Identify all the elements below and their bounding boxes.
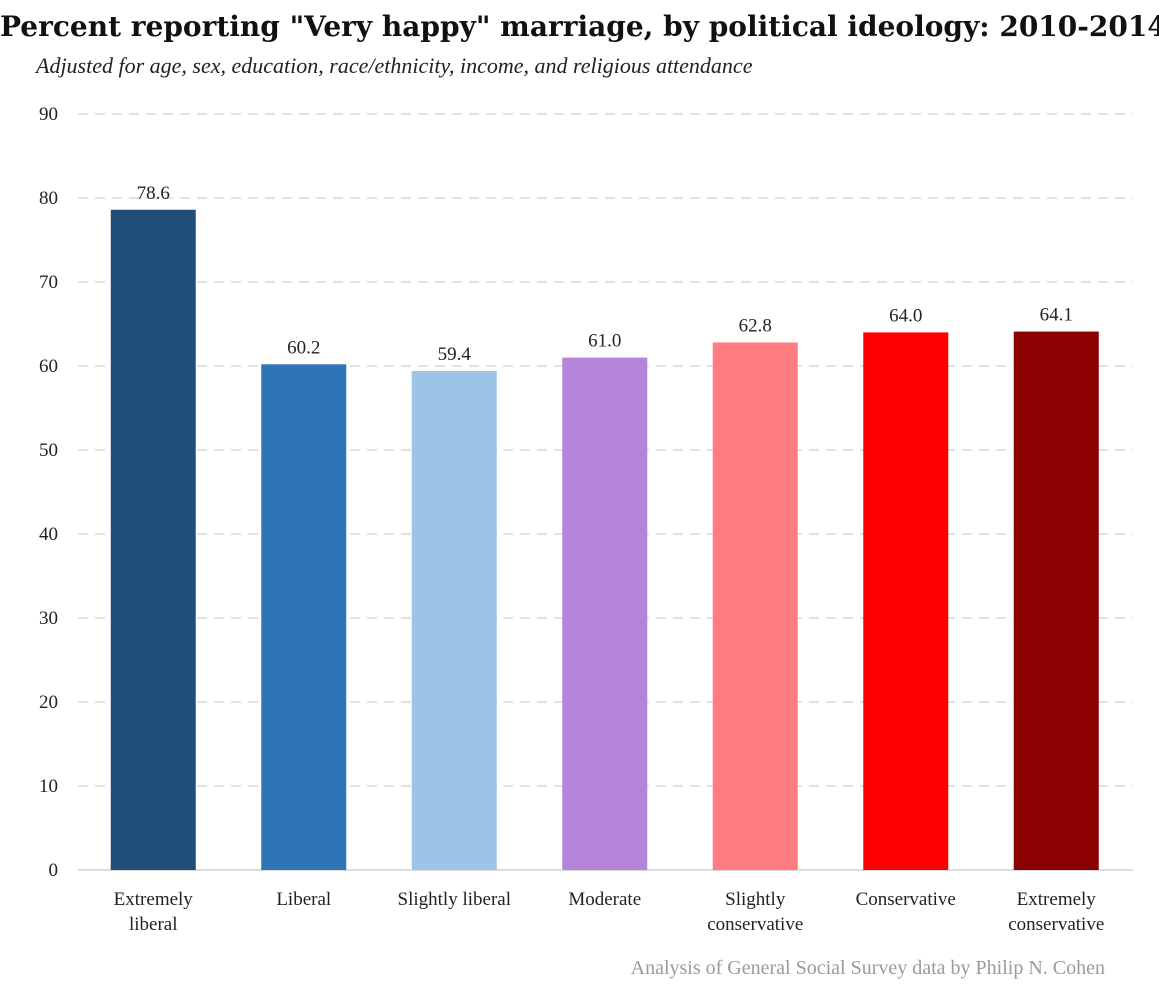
chart-subtitle: Adjusted for age, sex, education, race/e… (36, 53, 753, 78)
bar (261, 364, 347, 870)
data-label: 62.8 (739, 315, 772, 336)
x-tick-label: Conservative (856, 889, 956, 910)
y-tick-label: 40 (39, 524, 58, 545)
bar (1013, 331, 1099, 870)
x-tick-label: Moderate (568, 889, 641, 910)
x-axis: Extremely liberal Liberal Slightly liberal M… (114, 889, 1105, 935)
x-tick-label: Slightly conservative (707, 889, 803, 935)
x-tick-label: Slightly liberal (398, 889, 511, 910)
y-tick-label: 10 (39, 776, 58, 797)
y-tick-label: 70 (39, 272, 58, 293)
bars (110, 209, 1099, 871)
y-tick-label: 50 (39, 440, 58, 461)
y-tick-label: 60 (39, 356, 58, 377)
bar (110, 209, 196, 870)
data-label: 64.1 (1040, 305, 1073, 326)
source-note: Analysis of General Social Survey data b… (630, 957, 1105, 979)
data-label: 59.4 (438, 344, 472, 365)
bar (712, 342, 798, 871)
chart-title: Percent reporting "Very happy" marriage,… (0, 10, 1159, 43)
bar (411, 371, 497, 870)
data-label: 61.0 (588, 331, 621, 352)
bar (562, 357, 648, 871)
bar (863, 332, 949, 870)
x-tick-label: Extremely conservative (1008, 889, 1104, 935)
data-label: 78.6 (137, 183, 170, 204)
y-axis: 0 10 20 30 40 50 60 70 80 90 (39, 104, 58, 881)
y-tick-label: 90 (39, 104, 58, 125)
value-labels: 78.6 60.2 59.4 61.0 62.8 64.0 64.1 (137, 183, 1073, 365)
y-tick-label: 0 (49, 860, 59, 881)
x-tick-label: Liberal (276, 889, 331, 910)
y-tick-label: 30 (39, 608, 58, 629)
y-tick-label: 20 (39, 692, 58, 713)
y-tick-label: 80 (39, 188, 58, 209)
data-label: 64.0 (889, 305, 922, 326)
data-label: 60.2 (287, 337, 320, 358)
x-tick-label: Extremely liberal (114, 889, 194, 935)
